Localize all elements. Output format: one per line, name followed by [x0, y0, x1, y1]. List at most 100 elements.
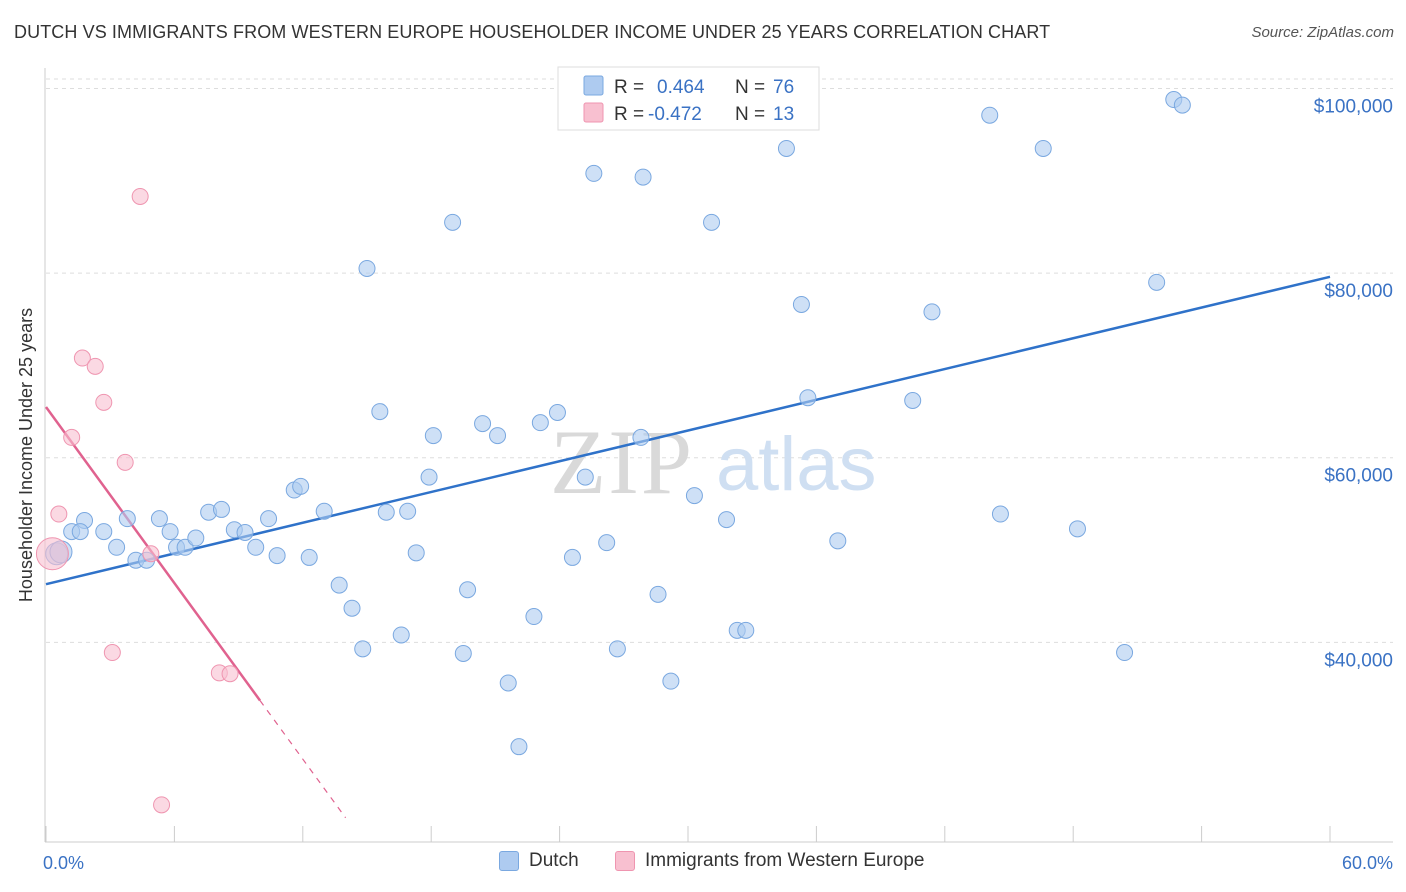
dutch-point: [1034, 139, 1052, 157]
dutch-trend-line: [45, 275, 1331, 586]
dutch-point: [161, 523, 179, 541]
dutch-point: [737, 621, 755, 639]
y-tick-label: $40,000: [1324, 650, 1393, 671]
dutch-point: [176, 538, 194, 556]
dutch-point: [150, 510, 168, 528]
immigrants-point: [50, 505, 68, 523]
dutch-point: [576, 468, 594, 486]
immigrants-point: [103, 644, 121, 662]
dutch-point: [981, 106, 999, 124]
y-tick-label: $100,000: [1314, 96, 1393, 117]
dutch-point: [260, 510, 278, 528]
immigrants-point: [221, 665, 239, 683]
dutch-point: [649, 585, 667, 603]
dutch-point: [777, 139, 795, 157]
legend-swatch-dutch: [583, 75, 604, 96]
dutch-point: [292, 477, 310, 495]
legend-n-label-dutch: N =: [735, 77, 765, 98]
dutch-point: [315, 502, 333, 520]
legend-r-label-dutch: R =: [614, 77, 644, 98]
dutch-point: [474, 415, 492, 433]
legend-item-immigrants: Immigrants from Western Europe: [615, 850, 924, 872]
dutch-point: [904, 391, 922, 409]
y-tick-label: $80,000: [1324, 281, 1393, 302]
legend-item-dutch: Dutch: [499, 850, 579, 872]
immigrants-trend-extension: [259, 700, 347, 819]
legend-swatch-dutch-bottom: [499, 851, 519, 871]
chart-title: DUTCH VS IMMIGRANTS FROM WESTERN EUROPE …: [14, 22, 1051, 42]
dutch-point: [531, 414, 549, 432]
dutch-point: [1148, 273, 1166, 291]
dutch-point: [598, 534, 616, 552]
dutch-point: [923, 303, 941, 321]
dutch-point: [95, 523, 113, 541]
dutch-point: [632, 428, 650, 446]
dutch-point: [608, 640, 626, 658]
immigrants-point: [35, 537, 69, 571]
source-label: Source: ZipAtlas.com: [1251, 24, 1394, 41]
immigrants-point: [116, 453, 134, 471]
dutch-point: [71, 523, 89, 541]
legend-n-value-immigrants: 13: [773, 104, 794, 125]
immigrants-point: [142, 545, 160, 563]
dutch-point: [212, 500, 230, 518]
dutch-point: [343, 599, 361, 617]
legend-swatch-immigrants: [583, 102, 604, 123]
dutch-point: [510, 738, 528, 756]
immigrants-point: [95, 393, 113, 411]
dutch-point: [268, 547, 286, 565]
dutch-point: [300, 548, 318, 566]
dutch-point: [392, 626, 410, 644]
legend-top: R = 0.464 N = 76 R = -0.472 N = 13: [557, 66, 820, 131]
dutch-point: [358, 259, 376, 277]
legend-r-value-immigrants: -0.472: [648, 104, 702, 125]
dutch-point: [718, 511, 736, 529]
dutch-point: [634, 168, 652, 186]
dutch-point: [1173, 96, 1191, 114]
dutch-point: [792, 295, 810, 313]
immigrants-point: [153, 796, 171, 814]
x-tick-label-min: 0.0%: [43, 853, 84, 873]
watermark-zip: ZIP: [550, 411, 694, 513]
watermark: ZIP atlas: [550, 411, 877, 513]
dutch-point: [525, 608, 543, 626]
legend-n-label-immigrants: N =: [735, 104, 765, 125]
watermark-atlas: atlas: [716, 422, 877, 507]
dutch-point: [499, 674, 517, 692]
dutch-point: [563, 548, 581, 566]
dutch-point: [662, 672, 680, 690]
dutch-point: [1068, 520, 1086, 538]
legend-bottom: Dutch Immigrants from Western Europe: [0, 850, 1406, 880]
legend-n-value-dutch: 76: [773, 77, 794, 98]
y-tick-label: $60,000: [1324, 466, 1393, 487]
dutch-point: [585, 164, 603, 182]
y-axis-label: Householder Income Under 25 years: [16, 308, 36, 602]
immigrants-point: [131, 187, 149, 205]
x-tick-label-max: 60.0%: [1342, 853, 1393, 873]
legend-r-value-dutch: 0.464: [657, 77, 705, 98]
dutch-point: [685, 487, 703, 505]
dutch-point: [444, 213, 462, 231]
dutch-point: [548, 403, 566, 421]
dutch-point: [399, 502, 417, 520]
dutch-point: [247, 538, 265, 556]
dutch-point: [407, 544, 425, 562]
dutch-point: [1116, 644, 1134, 662]
dutch-point: [829, 532, 847, 550]
legend-label-dutch: Dutch: [529, 850, 579, 871]
dutch-point: [187, 529, 205, 547]
dutch-point: [424, 427, 442, 445]
dutch-point: [991, 505, 1009, 523]
dutch-point: [118, 510, 136, 528]
dutch-point: [459, 581, 477, 599]
dutch-point: [330, 576, 348, 594]
dutch-point: [489, 427, 507, 445]
dutch-point: [454, 644, 472, 662]
dutch-point: [703, 213, 721, 231]
legend-swatch-immigrants-bottom: [615, 851, 635, 871]
dutch-point: [236, 524, 254, 542]
immigrants-point: [86, 357, 104, 375]
dutch-point: [354, 640, 372, 658]
immigrants-point: [63, 428, 81, 446]
